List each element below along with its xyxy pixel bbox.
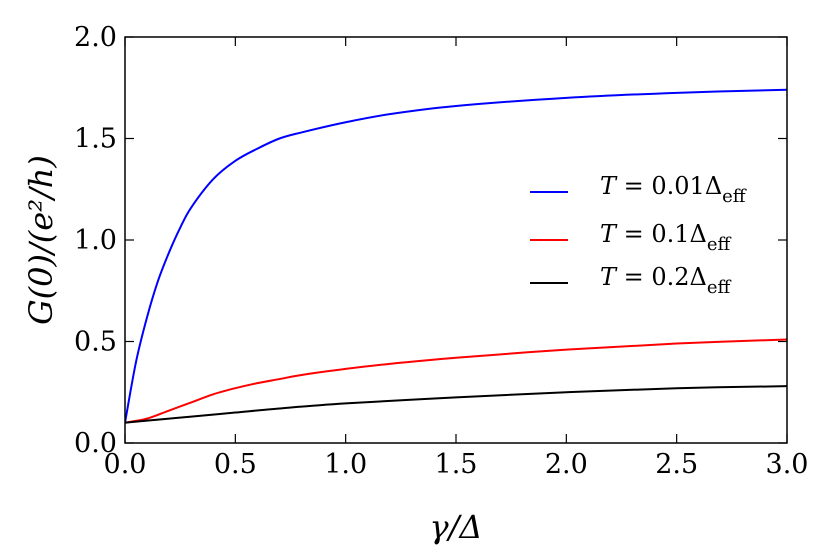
y-tick-label: 0.5	[74, 327, 117, 358]
x-tick-labels: 0.0 0.5 1.0 1.5 2.0 2.5 3.0	[104, 449, 809, 480]
x-tick-label: 2.5	[655, 449, 698, 480]
x-tick-label: 1.5	[435, 449, 478, 480]
y-axis-label: G(0)/(e²/h)	[22, 155, 60, 325]
series-line-2	[125, 338, 787, 424]
y-tick-labels: 0.0 0.5 1.0 1.5 2.0	[74, 22, 117, 459]
y-tick-label: 0.0	[74, 428, 117, 459]
y-tick-label: 1.0	[74, 225, 117, 256]
y-tick-label: 1.5	[74, 124, 117, 155]
legend-label-3: T = 0.2Δeff	[600, 263, 732, 298]
y-tick-label: 2.0	[74, 22, 117, 53]
x-tick-label: 0.5	[214, 449, 257, 480]
series-line-1	[125, 88, 787, 423]
x-tick-label: 3.0	[766, 449, 809, 480]
x-axis-label: γ/Δ	[429, 508, 482, 546]
x-tick-label: 1.0	[324, 449, 367, 480]
x-tick-label: 0.0	[104, 449, 147, 480]
legend-label-1: T = 0.01Δeff	[600, 172, 747, 207]
axis-ticks	[124, 36, 788, 444]
series-line-3	[125, 385, 787, 424]
x-tick-label: 2.0	[545, 449, 588, 480]
plot-lines	[125, 88, 787, 424]
legend: T = 0.01Δeff T = 0.1Δeff T = 0.2Δeff	[530, 172, 747, 298]
legend-label-2: T = 0.1Δeff	[600, 220, 732, 255]
